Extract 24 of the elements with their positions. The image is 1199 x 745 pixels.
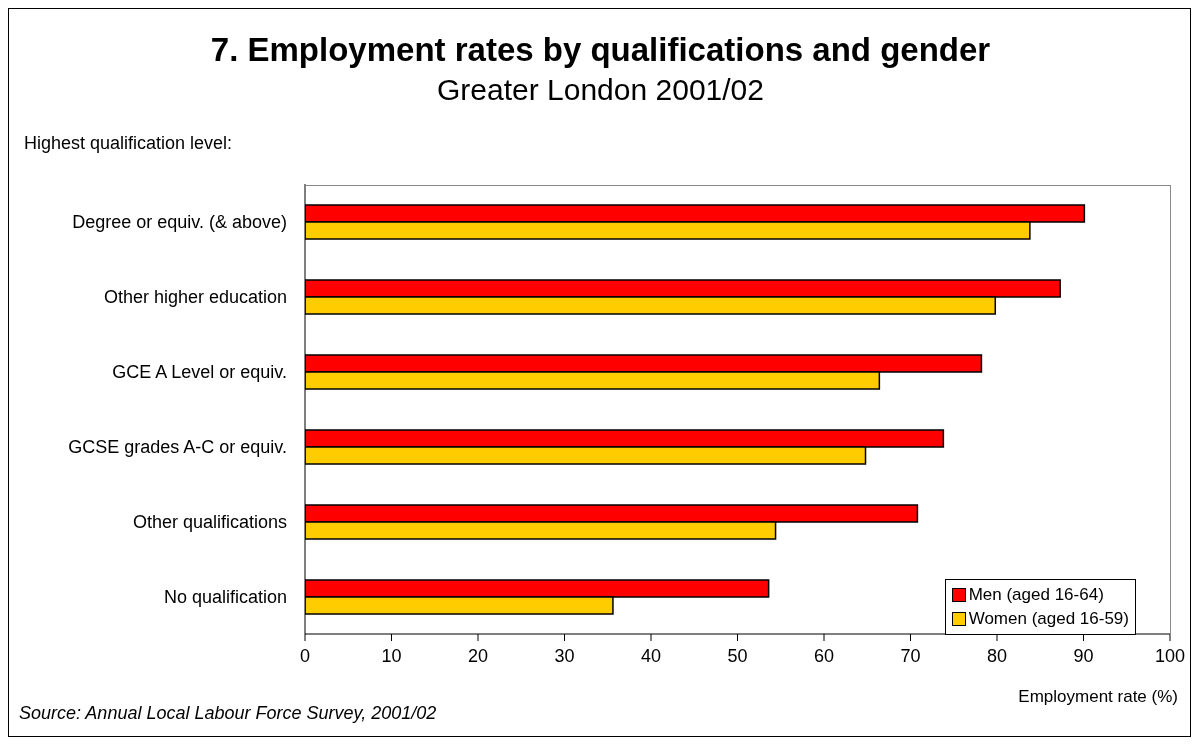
y-tick-label: No qualification (163, 586, 287, 607)
y-tick-label: GCSE grades A-C or equiv. (68, 436, 287, 457)
x-tick-label: 70 (900, 645, 921, 666)
chart-subtitle: Greater London 2001/02 (436, 73, 765, 107)
x-tick-label: 90 (1073, 645, 1094, 666)
x-tick-label: 10 (381, 645, 402, 666)
x-tick-label: 30 (554, 645, 575, 666)
x-tick-label: 60 (813, 645, 835, 666)
x-tick-label: 80 (986, 645, 1008, 666)
legend-label: Men (aged 16-64) (968, 584, 1104, 606)
y-axis-title: Highest qualification level: (23, 132, 233, 155)
source-note: Source: Annual Local Labour Force Survey, 2001/02 (19, 703, 437, 724)
x-tick-label: 40 (640, 645, 662, 666)
x-tick-label: 100 (1154, 645, 1186, 666)
x-axis-title: Employment rate (%) (1018, 687, 1178, 707)
y-tick-label: Other qualifications (132, 511, 287, 532)
y-tick-label: GCE A Level or equiv. (112, 361, 287, 382)
x-tick-label: 20 (467, 645, 489, 666)
x-tick-label: 0 (299, 645, 311, 666)
chart-title: 7. Employment rates by qualifications and gender (209, 31, 992, 69)
y-tick-label: Other higher education (103, 286, 287, 307)
x-tick-label: 50 (727, 645, 748, 666)
y-tick-label: Degree or equiv. (& above) (72, 211, 287, 232)
legend-label: Women (aged 16-59) (968, 608, 1129, 630)
